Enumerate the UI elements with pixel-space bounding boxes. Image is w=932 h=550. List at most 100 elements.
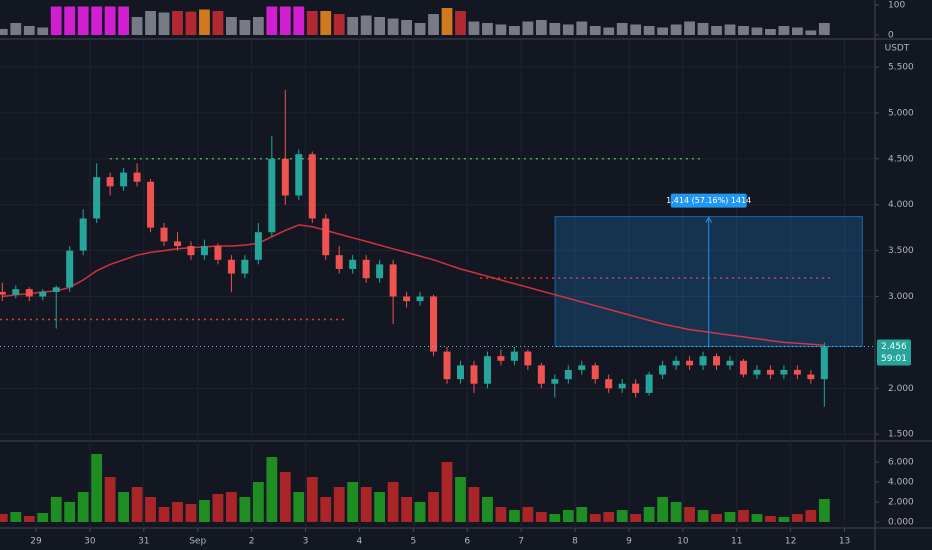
candle-body [66,250,74,288]
indicator-bar [670,24,682,35]
volume-bar [10,512,22,522]
indicator-bar [603,27,615,35]
candle-body [25,289,33,297]
x-tick-label: 5 [410,537,416,547]
indicator-bar [333,14,345,35]
volume-bar [522,507,534,522]
volume-bar [535,512,547,522]
candle-body [766,369,774,375]
candle-body [93,177,101,219]
x-tick-label: 2 [249,537,255,547]
y-tick-label: 0.000 [888,518,914,528]
volume-bar [266,457,278,522]
candle-body [12,289,20,295]
volume-bar [643,507,655,522]
indicator-bar [576,21,588,35]
candle-body [106,177,114,187]
indicator-bar [91,6,103,35]
currency-label: USDT [885,44,910,54]
indicator-bar [751,27,763,35]
indicator-bar [0,29,8,35]
x-tick-label: 10 [677,537,689,547]
y-tick-label: 4.500 [888,154,914,164]
measure-arrow-head [705,216,713,223]
volume-bar [657,497,669,522]
indicator-bar [266,6,278,35]
indicator-bar [293,6,305,35]
indicator-bar [711,26,722,35]
candle-body [672,360,680,366]
candle-body [295,154,303,196]
candle-body [0,291,6,295]
volume-bar [131,487,143,522]
candle-body [187,246,195,256]
indicator-bar [23,26,35,35]
indicator-bar [77,6,89,35]
candle-body [376,264,384,279]
volume-bar [50,497,62,522]
indicator-bar [50,6,62,35]
candle-body [227,259,235,274]
indicator-bar [212,11,224,35]
indicator-bar [279,6,291,35]
volume-bar [549,514,561,522]
candle-body [308,154,316,219]
candle-body [686,360,694,366]
volume-bar [199,500,210,522]
indicator-bar [428,14,439,35]
candle-body [483,356,491,384]
candle-body [403,296,411,302]
candle-body [430,296,438,352]
x-tick-label: 31 [138,537,149,547]
candle-body [133,172,141,182]
candle-body [254,232,262,260]
y-tick-label: 3.500 [888,246,914,256]
x-tick-label: 8 [572,537,578,547]
indicator-bar [64,6,76,35]
candle-body [618,383,626,389]
indicator-bar [562,24,574,35]
candle-body [726,360,734,366]
candle-body [645,374,653,393]
volume-bar [37,513,49,522]
candle-body [52,287,60,292]
candle-body [443,351,451,380]
volume-bar [320,497,332,522]
indicator-bar [118,6,129,35]
volume-bar [387,482,399,522]
indicator-bar [441,8,453,35]
volume-bar [64,502,76,522]
indicator-bar [616,23,628,35]
volume-bar [603,512,615,522]
y-tick-label: 1.500 [888,430,914,440]
indicator-bar [589,26,601,35]
candle-body [160,227,168,242]
measure-label-box [670,193,747,208]
x-tick-label: 29 [30,537,42,547]
volume-bar [738,510,749,522]
y-tick-label: 6.000 [888,458,914,468]
indicator-bar [724,24,736,35]
x-tick-label: 30 [84,537,96,547]
indicator-bar [549,23,561,35]
volume-bar [118,492,129,522]
y-tick-label: 3.000 [888,292,914,302]
volume-bar [414,502,426,522]
indicator-bar [374,17,386,35]
volume-bar [684,507,695,522]
volume-bar [765,516,776,522]
y-tick-label: 100 [888,1,905,11]
volume-bar [670,502,682,522]
indicator-bar [131,17,143,35]
indicator-bar [37,27,49,35]
candle-body [632,383,640,393]
indicator-bar [10,23,22,35]
volume-bar [360,487,372,522]
candle-body [497,356,505,361]
indicator-bar [145,11,156,35]
volume-bar [347,482,359,522]
candle-body [456,365,464,380]
indicator-bar [643,26,655,35]
